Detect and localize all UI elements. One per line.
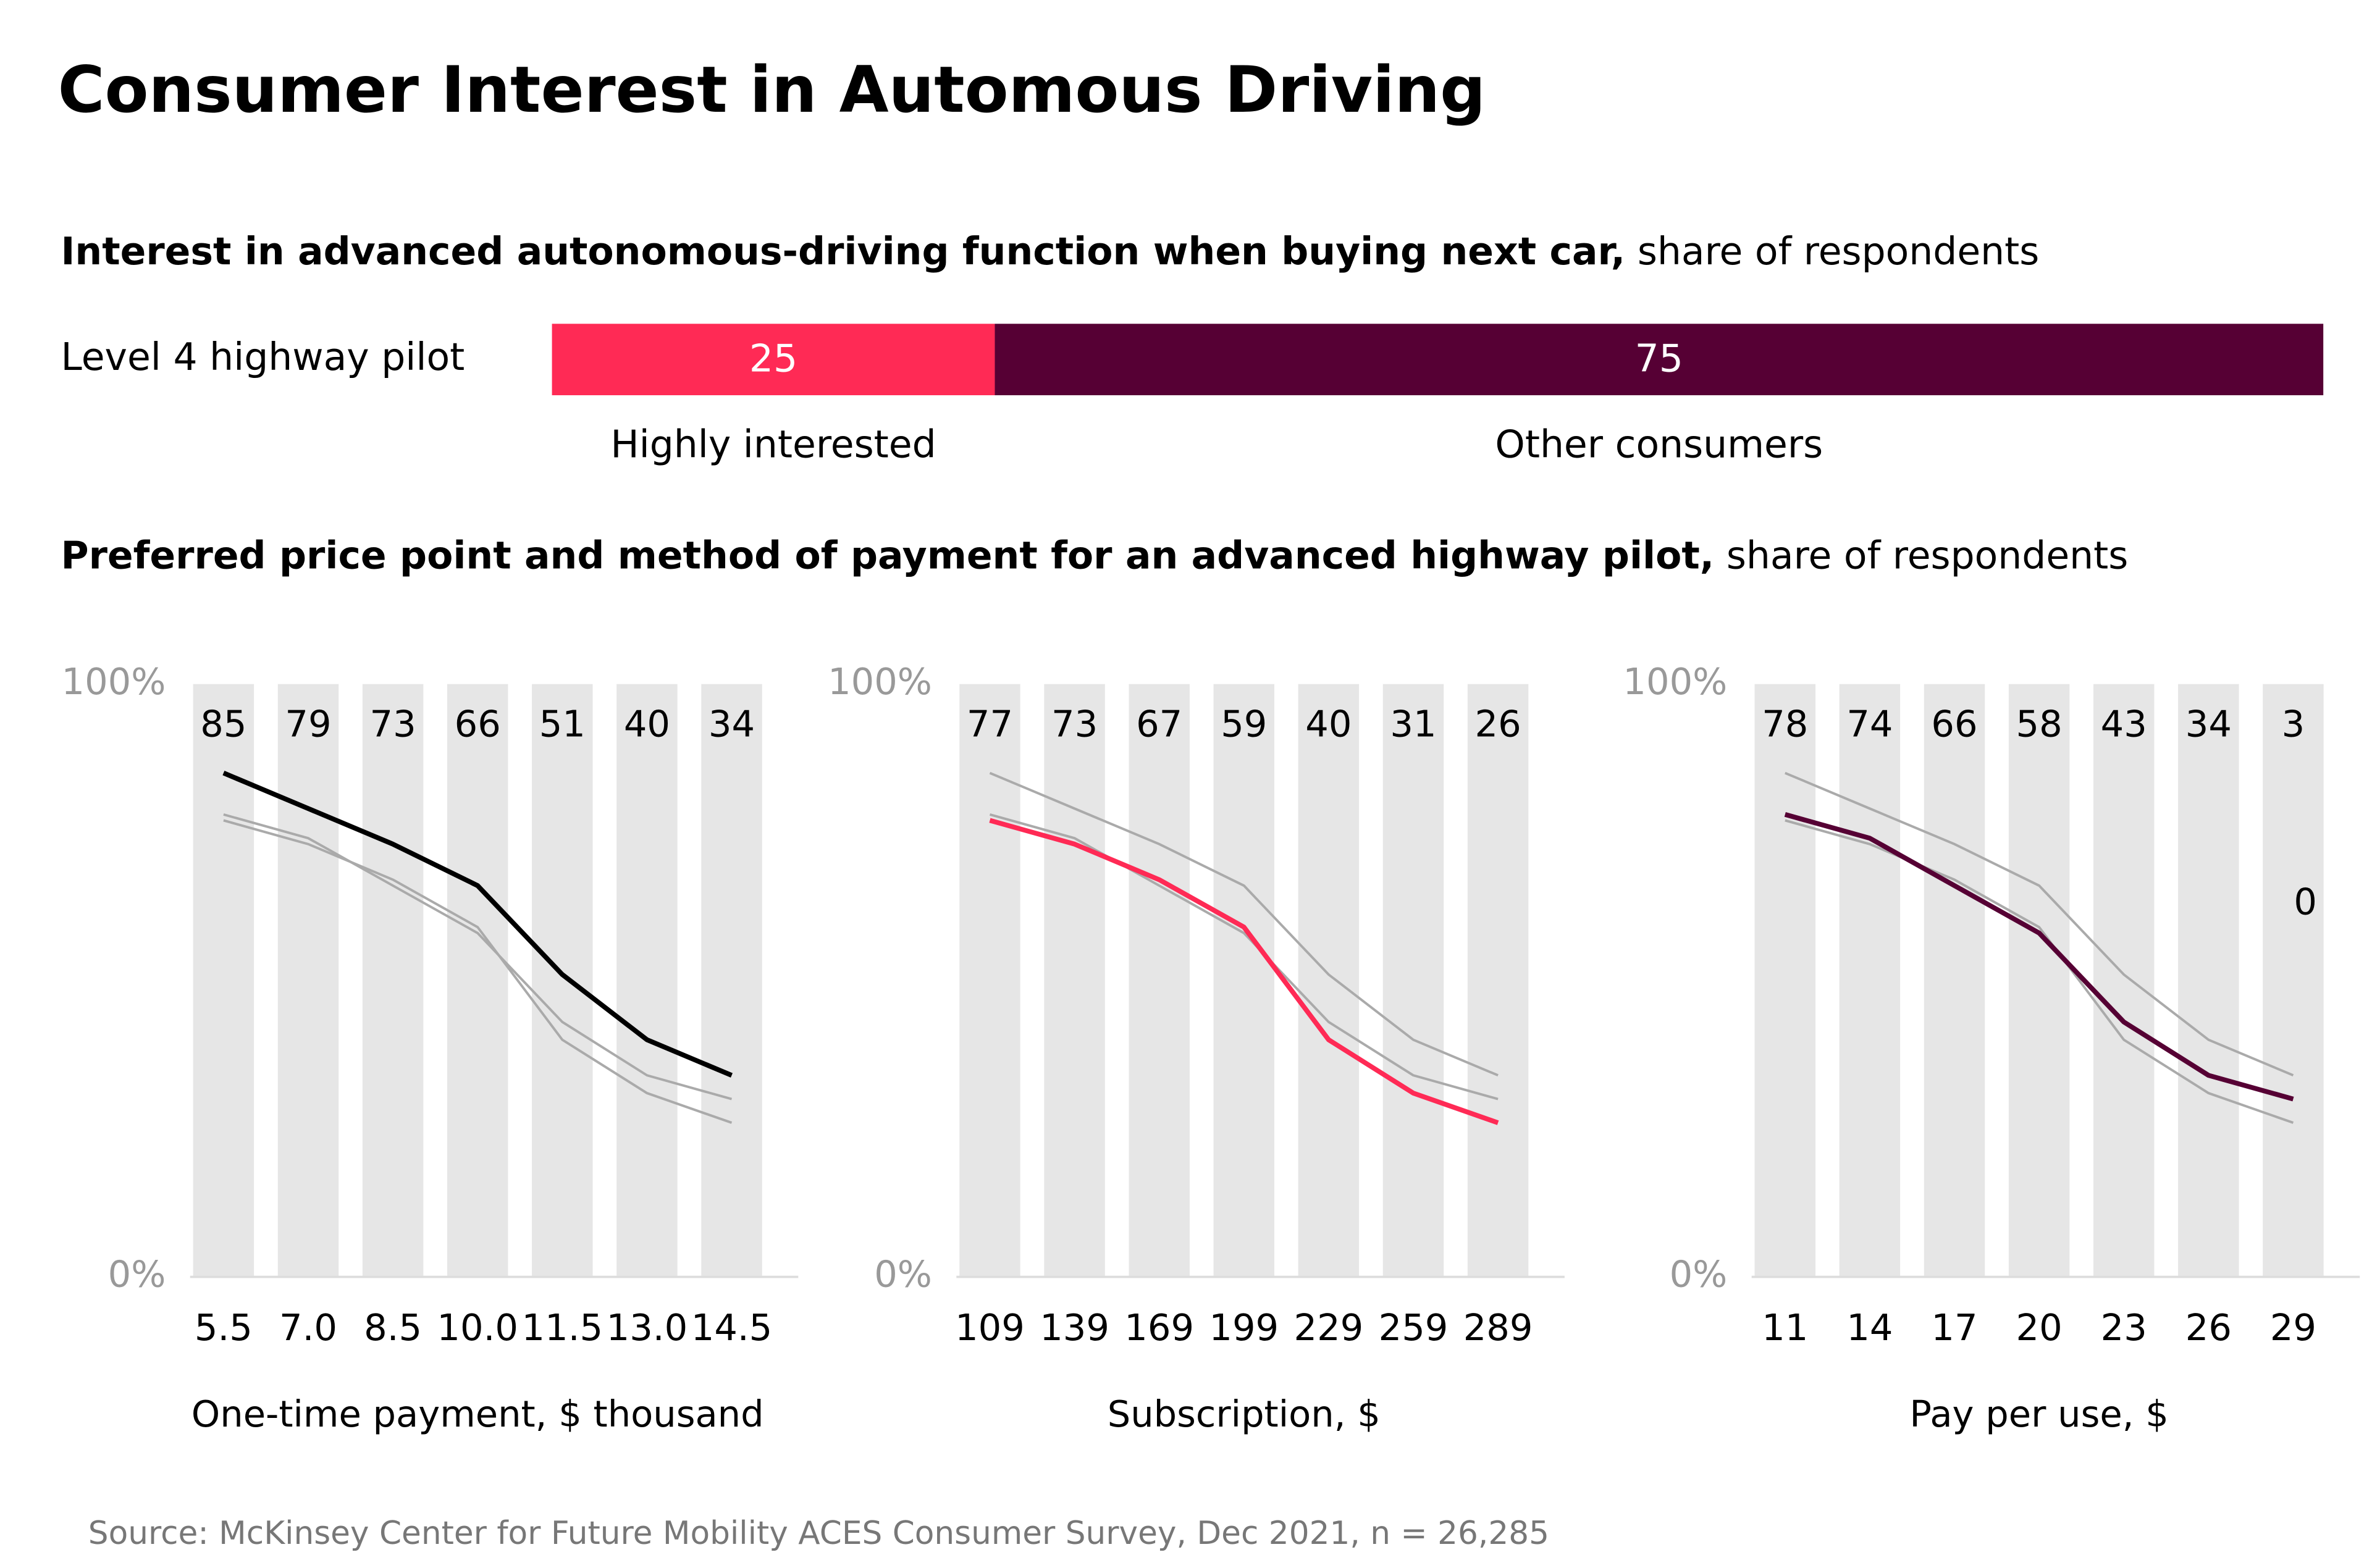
data-label: 34 xyxy=(709,703,755,745)
x-tick-label: 20 xyxy=(2016,1306,2063,1349)
category-label: Level 4 highway pilot xyxy=(61,335,465,379)
bar-segment xyxy=(552,324,995,395)
data-label: 66 xyxy=(455,703,501,745)
x-tick-label: 26 xyxy=(2185,1306,2232,1349)
column-band xyxy=(1382,684,1444,1277)
data-label: 40 xyxy=(1305,703,1352,745)
x-tick-label: 169 xyxy=(1124,1306,1194,1349)
line xyxy=(222,771,733,1078)
line xyxy=(1784,812,2294,1102)
column-band xyxy=(1129,684,1190,1277)
y-tick-label: 0% xyxy=(1670,1253,1728,1296)
y-tick-label: 0% xyxy=(874,1253,932,1296)
x-tick-label: 29 xyxy=(2270,1306,2316,1349)
bar-segment xyxy=(995,324,2324,395)
column-band xyxy=(1924,684,1985,1277)
column-band xyxy=(701,684,762,1277)
data-label: 78 xyxy=(1762,703,1808,745)
column-band xyxy=(2263,684,2324,1277)
column-band xyxy=(2093,684,2155,1277)
x-tick-label: 23 xyxy=(2101,1306,2147,1349)
comparison-line xyxy=(223,819,733,1124)
data-label: 59 xyxy=(1221,703,1267,745)
x-tick-label: 289 xyxy=(1463,1306,1533,1349)
comparison-line xyxy=(223,813,733,1101)
data-label: 77 xyxy=(967,703,1013,745)
x-tick-label: 199 xyxy=(1209,1306,1279,1349)
data-label: 74 xyxy=(1846,703,1893,745)
annotation: 0 xyxy=(2294,881,2317,923)
data-label: 51 xyxy=(539,703,586,745)
x-tick-label: 7.0 xyxy=(279,1306,337,1349)
y-tick-label: 100% xyxy=(61,660,166,703)
data-label: 73 xyxy=(1051,703,1098,745)
comparison-line xyxy=(989,813,1499,1101)
data-label: 79 xyxy=(285,703,331,745)
x-tick-label: 14 xyxy=(1846,1306,1893,1349)
column-band xyxy=(1754,684,1816,1277)
source: Source: McKinsey Center for Future Mobil… xyxy=(88,1515,1549,1552)
data-label: 40 xyxy=(624,703,670,745)
column-band xyxy=(1044,684,1105,1277)
y-tick-label: 100% xyxy=(828,660,932,703)
subtitle: Interest in advanced autonomous-driving … xyxy=(61,229,2040,274)
x-tick-label: 14.5 xyxy=(691,1306,773,1349)
x-tick-label: 17 xyxy=(1931,1306,1977,1349)
column-band xyxy=(2008,684,2070,1277)
column-band xyxy=(447,684,508,1277)
x-tick-label: 259 xyxy=(1379,1306,1449,1349)
x-axis-title: One-time payment, $ thousand xyxy=(191,1393,764,1435)
data-label: 73 xyxy=(370,703,416,745)
legend-label: Highly interested xyxy=(610,422,936,467)
data-label: 34 xyxy=(2185,703,2232,745)
data-label: 43 xyxy=(2101,703,2147,745)
x-tick-label: 8.5 xyxy=(364,1306,422,1349)
x-tick-label: 229 xyxy=(1294,1306,1364,1349)
data-label: 75 xyxy=(1635,337,1683,381)
y-tick-label: 100% xyxy=(1623,660,1727,703)
data-label: 85 xyxy=(200,703,246,745)
data-label: 58 xyxy=(2016,703,2063,745)
column-band xyxy=(1839,684,1901,1277)
subtitle-unit: share of respondents xyxy=(1638,229,2039,274)
x-tick-label: 109 xyxy=(955,1306,1025,1349)
column-band xyxy=(2178,684,2239,1277)
x-tick-label: 10.0 xyxy=(437,1306,518,1349)
line xyxy=(989,818,1499,1125)
column-band xyxy=(532,684,593,1277)
comparison-line xyxy=(1785,771,2294,1077)
column-band xyxy=(277,684,339,1277)
x-tick-label: 11.5 xyxy=(522,1306,604,1349)
column-band xyxy=(193,684,254,1277)
x-tick-label: 139 xyxy=(1040,1306,1109,1349)
subtitle-bold: Interest in advanced autonomous-driving … xyxy=(61,229,1626,274)
data-label: 25 xyxy=(749,337,797,381)
y-tick-label: 0% xyxy=(108,1253,166,1296)
column-band xyxy=(1298,684,1360,1277)
legend-label: Other consumers xyxy=(1495,422,1823,467)
column-band xyxy=(616,684,678,1277)
column-band xyxy=(959,684,1020,1277)
column-band xyxy=(1467,684,1529,1277)
comparison-line xyxy=(989,771,1499,1077)
x-axis-title: Subscription, $ xyxy=(1108,1393,1381,1435)
section-title: Preferred price point and method of paym… xyxy=(61,533,2129,577)
x-axis-title: Pay per use, $ xyxy=(1909,1393,2168,1435)
section-unit: share of respondents xyxy=(1726,533,2128,577)
comparison-line xyxy=(1785,819,2294,1124)
x-tick-label: 5.5 xyxy=(195,1306,253,1349)
section-bold: Preferred price point and method of paym… xyxy=(61,533,1715,577)
column-band xyxy=(362,684,424,1277)
data-label: 67 xyxy=(1136,703,1182,745)
data-label: 26 xyxy=(1475,703,1521,745)
data-label: 31 xyxy=(1390,703,1436,745)
x-tick-label: 11 xyxy=(1762,1306,1808,1349)
data-label: 66 xyxy=(1931,703,1977,745)
column-band xyxy=(1213,684,1275,1277)
title: Consumer Interest in Automous Driving xyxy=(58,53,1486,127)
data-label: 3 xyxy=(2282,703,2305,745)
x-tick-label: 13.0 xyxy=(607,1306,688,1349)
